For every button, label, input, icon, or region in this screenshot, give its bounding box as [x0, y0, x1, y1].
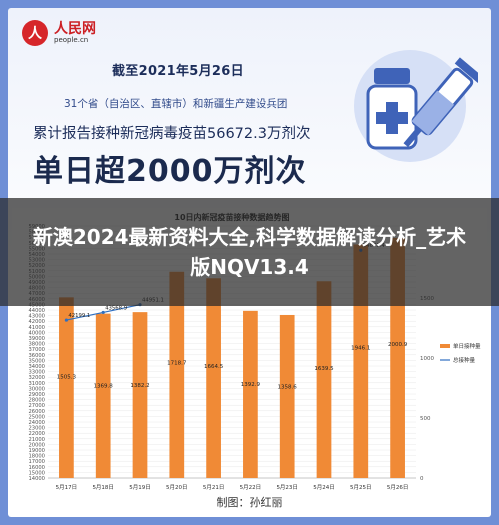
total-point	[64, 318, 68, 322]
left-tick-label: 42000	[28, 319, 45, 325]
logo-domain: people.cn	[54, 35, 89, 44]
left-tick-label: 14000	[28, 476, 45, 482]
left-tick-label: 37000	[28, 347, 45, 353]
x-tick-label: 5月20日	[166, 484, 188, 491]
headline: 单日超2000万剂次	[33, 154, 307, 189]
bar-5	[206, 278, 221, 478]
left-tick-label: 39000	[28, 336, 45, 342]
bar-value-label: 1946.1	[351, 346, 370, 352]
legend-bar-label: 单日接种量	[453, 342, 481, 350]
left-tick-label: 33000	[28, 370, 45, 376]
total-point	[101, 310, 105, 315]
right-tick-label: 500	[420, 416, 431, 422]
left-tick-label: 15000	[28, 470, 45, 476]
left-tick-label: 35000	[28, 358, 45, 364]
total-value-label: 42199.1	[68, 313, 90, 319]
bar-value-label: 1358.6	[278, 384, 298, 390]
left-tick-label: 18000	[28, 454, 45, 460]
bar-8	[316, 281, 332, 478]
chart-caption: 制图：孙红丽	[216, 496, 283, 509]
logo-mark: 人	[22, 20, 48, 46]
logo-name: 人民网	[54, 20, 96, 37]
bar-value-label: 1639.5	[314, 366, 334, 372]
bar-6	[243, 310, 258, 478]
x-tick-label: 5月25日	[350, 484, 372, 491]
left-tick-label: 17000	[28, 459, 45, 465]
legend-bar-swatch	[440, 344, 450, 348]
left-tick-label: 44000	[28, 308, 45, 314]
date-title: 截至2021年5月26日	[112, 64, 244, 79]
x-tick-label: 5月24日	[313, 484, 335, 491]
left-tick-label: 32000	[28, 375, 45, 381]
banner-text: 新澳2024最新资料大全,科学数据解读分析_艺术版NQV13.4	[32, 225, 467, 279]
left-tick-label: 29000	[28, 392, 45, 398]
left-tick-label: 36000	[28, 353, 45, 359]
x-tick-label: 5月19日	[129, 484, 151, 491]
left-tick-label: 31000	[28, 381, 45, 387]
left-tick-label: 23000	[28, 426, 45, 432]
x-tick-label: 5月26日	[387, 484, 409, 491]
bar-4	[169, 271, 185, 478]
cumulative-text: 累计报告接种新冠病毒疫苗56672.3万剂次	[33, 126, 311, 142]
x-tick-label: 5月23日	[276, 484, 298, 491]
bar-value-label: 1392.9	[241, 382, 261, 388]
legend-line-label: 总接种量	[453, 356, 476, 364]
left-tick-label: 28000	[28, 398, 45, 404]
bar-value-label: 1664.5	[204, 364, 224, 370]
left-tick-label: 21000	[28, 437, 45, 443]
x-tick-label: 5月18日	[92, 484, 114, 491]
bar-value-label: 2000.9	[388, 342, 408, 348]
x-tick-label: 5月17日	[56, 484, 78, 491]
bar-value-label: 1718.7	[167, 361, 187, 367]
bar-value-label: 1505.3	[57, 375, 77, 381]
left-tick-label: 22000	[28, 431, 45, 437]
right-tick-label: 0	[420, 476, 424, 482]
left-tick-label: 16000	[28, 465, 45, 471]
left-tick-label: 19000	[28, 448, 45, 454]
left-tick-label: 27000	[28, 403, 45, 409]
left-tick-label: 40000	[28, 330, 45, 336]
x-tick-label: 5月22日	[240, 484, 262, 491]
bar-7	[279, 314, 295, 478]
bar-value-label: 1369.8	[94, 384, 114, 390]
right-tick-label: 1000	[420, 356, 434, 362]
left-tick-label: 43000	[28, 314, 45, 320]
x-tick-label: 5月21日	[203, 484, 225, 491]
left-tick-label: 41000	[28, 325, 45, 331]
vaccine-illustration-icon	[354, 50, 478, 162]
bar-value-label: 1382.2	[130, 383, 149, 389]
bar-1	[59, 297, 74, 478]
people-logo: 人 人民网 people.cn	[22, 20, 96, 46]
left-tick-label: 25000	[28, 414, 45, 420]
overlay-banner: 新澳2024最新资料大全,科学数据解读分析_艺术版NQV13.4	[0, 198, 499, 306]
bar-2	[95, 313, 111, 478]
scope-text: 31个省（自治区、直辖市）和新疆生产建设兵团	[64, 98, 288, 110]
logo-text-block: 人民网 people.cn	[54, 22, 96, 45]
left-tick-label: 26000	[28, 409, 45, 415]
left-tick-label: 20000	[28, 442, 45, 448]
left-tick-label: 30000	[28, 386, 45, 392]
left-tick-label: 38000	[28, 342, 45, 348]
left-tick-label: 34000	[28, 364, 45, 370]
total-value-label: 43568.9	[105, 305, 127, 311]
bar-3	[132, 312, 148, 478]
left-tick-label: 24000	[28, 420, 45, 426]
